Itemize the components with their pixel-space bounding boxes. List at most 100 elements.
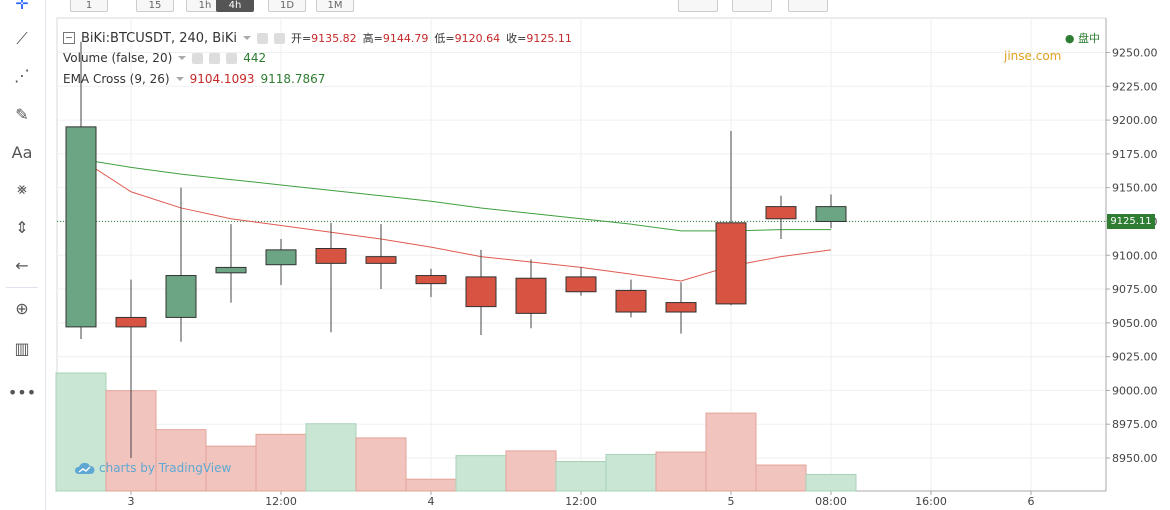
pattern-icon[interactable]: ⨳ bbox=[17, 179, 27, 198]
price-tick-label: 9175.00 bbox=[1112, 148, 1158, 161]
crosshair-icon[interactable]: ✛ bbox=[15, 0, 29, 13]
drawing-toolbar: ✛ ⟋ ⋰ ✎ Aa ⨳ ⇕ ← ⊕ ▥ ••• bbox=[0, 0, 46, 510]
candle-body bbox=[665, 302, 697, 313]
timeframe-bar: 1 15 1h 4h 1D 1M bbox=[46, 0, 1170, 14]
candle-body bbox=[415, 275, 447, 285]
ema-slow-line bbox=[80, 158, 831, 232]
time-tick-label: 08:00 bbox=[815, 495, 847, 508]
timeframe-4h[interactable]: 4h bbox=[216, 0, 254, 12]
symbol-legend: BiKi:BTCUSDT, 240, BiKi 开= 9135.82 高= 91… bbox=[63, 30, 572, 46]
trendline-icon[interactable]: ⟋ bbox=[16, 29, 28, 48]
price-tick-label: 9000.00 bbox=[1112, 384, 1158, 397]
ema-slow-value: 9118.7867 bbox=[260, 72, 326, 86]
close-icon[interactable] bbox=[226, 52, 238, 64]
volume-bar bbox=[455, 455, 507, 492]
volume-bar bbox=[405, 478, 457, 492]
current-price-tag: 9125.11 bbox=[1107, 214, 1155, 229]
ema-label: EMA Cross (9, 26) bbox=[63, 72, 170, 86]
timeframe-15[interactable]: 15 bbox=[136, 0, 174, 12]
measure-icon[interactable]: ⇕ bbox=[15, 217, 29, 237]
price-tick-label: 9100.00 bbox=[1112, 249, 1158, 262]
volume-bar bbox=[505, 450, 557, 492]
chevron-down-icon[interactable] bbox=[242, 36, 251, 40]
high-value: 9144.79 bbox=[382, 31, 429, 45]
price-tick-label: 9200.00 bbox=[1112, 114, 1158, 127]
candle-body bbox=[115, 316, 147, 328]
zoom-icon[interactable]: ⊕ bbox=[15, 298, 29, 318]
credit-text: charts by TradingView bbox=[99, 461, 232, 475]
candle-body bbox=[365, 256, 397, 264]
candle-body bbox=[565, 276, 597, 293]
indicators-icon[interactable] bbox=[732, 0, 772, 12]
price-tick-label: 9225.00 bbox=[1112, 80, 1158, 93]
time-tick-label: 16:00 bbox=[915, 495, 947, 508]
price-tick-label: 9250.00 bbox=[1112, 47, 1158, 60]
candle-body bbox=[65, 126, 97, 328]
volume-bar bbox=[805, 473, 857, 492]
cloud-icon bbox=[74, 462, 95, 474]
candle-body bbox=[165, 275, 197, 318]
symbol-title: BiKi:BTCUSDT, 240, BiKi bbox=[81, 30, 237, 46]
volume-bar bbox=[355, 437, 407, 492]
eye-icon[interactable] bbox=[256, 32, 268, 44]
text-icon[interactable]: Aa bbox=[11, 142, 33, 162]
volume-legend: Volume (false, 20) 442 bbox=[63, 51, 266, 65]
settings-icon[interactable] bbox=[209, 52, 221, 64]
open-label: 开= bbox=[290, 32, 312, 45]
timeframe-1D[interactable]: 1D bbox=[268, 0, 306, 12]
volume-value: 442 bbox=[243, 51, 267, 65]
price-tick-label: 9150.00 bbox=[1112, 182, 1158, 195]
price-tick-label: 9025.00 bbox=[1112, 351, 1158, 364]
close-label: 收= bbox=[506, 32, 527, 45]
fib-icon[interactable]: ⋰ bbox=[14, 65, 30, 85]
candle-body bbox=[515, 277, 547, 314]
settings-icon[interactable] bbox=[678, 0, 718, 12]
price-tick-label: 8975.00 bbox=[1112, 418, 1158, 431]
settings-icon[interactable] bbox=[273, 32, 285, 44]
back-arrow-icon[interactable]: ← bbox=[15, 255, 29, 275]
toolbar-divider bbox=[6, 287, 38, 288]
time-tick-label: 6 bbox=[1028, 495, 1035, 508]
timeframe-1[interactable]: 1 bbox=[70, 0, 108, 12]
time-tick-label: 5 bbox=[728, 495, 735, 508]
eye-icon[interactable] bbox=[192, 52, 204, 64]
chevron-down-icon[interactable] bbox=[175, 77, 184, 81]
collapse-icon[interactable] bbox=[63, 32, 75, 44]
ema-legend: EMA Cross (9, 26) 9104.1093 9118.7867 bbox=[63, 72, 325, 86]
chevron-down-icon[interactable] bbox=[178, 56, 187, 60]
ema-fast-value: 9104.1093 bbox=[189, 72, 255, 86]
candle-body bbox=[215, 266, 247, 274]
more-icon[interactable]: ••• bbox=[7, 382, 37, 402]
price-tick-label: 9050.00 bbox=[1112, 317, 1158, 330]
candle-body bbox=[715, 222, 747, 305]
ema-fast-line bbox=[80, 158, 832, 282]
volume-bar bbox=[605, 453, 657, 492]
candle-body bbox=[465, 276, 497, 308]
volume-bar bbox=[205, 445, 257, 492]
volume-bar bbox=[555, 461, 607, 492]
brush-icon[interactable]: ✎ bbox=[15, 104, 29, 124]
candle-body bbox=[315, 248, 347, 264]
volume-bar bbox=[155, 429, 207, 492]
candle-body bbox=[615, 289, 647, 313]
timeframe-1M[interactable]: 1M bbox=[316, 0, 354, 12]
close-value: 9125.11 bbox=[526, 31, 572, 45]
watermark: jinse.com bbox=[1004, 49, 1062, 63]
candle-body bbox=[765, 206, 797, 220]
volume-bar bbox=[655, 451, 707, 492]
low-value: 9120.64 bbox=[454, 31, 501, 45]
tradingview-credit[interactable]: charts by TradingView bbox=[73, 461, 231, 475]
price-tick-label: 8950.00 bbox=[1112, 452, 1158, 465]
volume-bar bbox=[705, 412, 757, 492]
time-tick-label: 12:00 bbox=[265, 495, 297, 508]
volume-bar bbox=[305, 423, 357, 492]
low-label: 低= bbox=[434, 32, 455, 45]
bars-icon[interactable]: ▥ bbox=[14, 338, 30, 358]
market-status: ● 盘中 bbox=[1064, 32, 1100, 45]
candle-body bbox=[815, 206, 847, 222]
time-tick-label: 12:00 bbox=[565, 495, 597, 508]
candle-body bbox=[265, 249, 297, 266]
time-tick-label: 4 bbox=[428, 495, 435, 508]
fullscreen-icon[interactable] bbox=[788, 0, 828, 12]
